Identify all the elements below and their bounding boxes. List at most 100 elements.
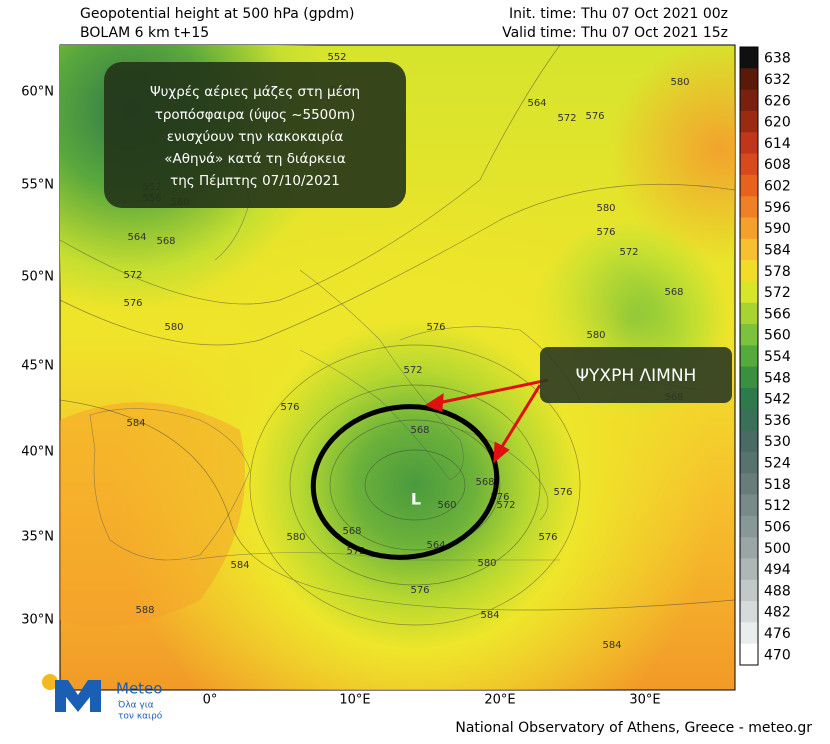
colorbar-swatch [740,217,758,240]
contour-label: 576 [538,532,557,543]
latitude-label: 50°N [21,270,54,285]
colorbar-swatch [740,302,758,325]
contour-label: 580 [286,532,305,543]
colorbar-swatch [740,537,758,559]
colorbar-label: 548 [764,370,791,386]
logo-mark [55,680,101,712]
longitude-label: 30°E [629,693,660,708]
colorbar-label: 572 [764,285,791,301]
colorbar-label: 584 [764,242,791,258]
colorbar-label: 518 [764,477,791,493]
contour-label: 564 [426,540,445,551]
footer: National Observatory of Athens, Greece -… [455,720,812,736]
annotation-box [104,62,406,208]
contour-label: 568 [475,477,494,488]
contour-label: 584 [230,560,249,571]
longitude-label: 10°E [339,693,370,708]
colorbar-label: 590 [764,221,791,237]
longitude-label: 20°E [484,693,515,708]
colorbar-swatch [740,473,758,496]
contour-label: 584 [126,418,145,429]
colorbar-swatch [740,345,758,368]
contour-label: 580 [164,322,183,333]
logo-tagline: Όλα για [117,700,154,711]
contour-label: 580 [670,77,689,88]
contour-label: 568 [410,425,429,436]
contour-label: 552 [327,52,346,63]
colorbar-swatch [740,260,758,282]
colorbar-label: 638 [764,51,791,67]
contour-label: 576 [426,322,445,333]
colorbar-swatch [740,110,758,133]
colorbar-swatch [740,579,758,602]
colorbar-label: 524 [764,456,791,472]
colorbar-swatch [740,238,758,261]
contour-labels: 552 560 564 572 576 580 552 556 560 564 … [123,52,689,651]
contours [59,44,736,626]
contour-label: 580 [477,558,496,569]
colorbar-label: 602 [764,179,791,195]
colorbar-label: 560 [764,328,791,344]
colorbar-swatch [740,409,758,432]
colorbar-swatch [740,324,758,346]
contour-label: 572 [557,113,576,124]
colorbar-swatch [740,515,758,538]
colorbar-swatch [740,174,758,197]
contour-label: 584 [602,640,621,651]
latitude-label: 45°N [21,359,54,374]
colorbar-label: 494 [764,562,791,578]
colorbar-label: 482 [764,605,791,621]
colorbar-swatch [740,196,758,218]
contour-label: 572 [346,546,365,557]
colorbar-swatch [740,451,758,474]
latitude-labels: 60°N 55°N 50°N 45°N 40°N 35°N 30°N [21,85,54,628]
logo-name: Meteo [116,680,162,698]
annotation-line: τροπόσφαιρα (ύψος ~5500m) [155,107,356,123]
contour-label: 580 [596,203,615,214]
colorbar-swatch [740,601,758,623]
annotation-line: ενισχύουν την κακοκαιρία [167,129,344,145]
contour-label: 572 [403,365,422,376]
contour-label: 576 [123,298,142,309]
contour-label: 576 [490,492,509,503]
colorbar-label: 632 [764,72,791,88]
latitude-label: 40°N [21,445,54,460]
colorbar-label: 596 [764,200,791,216]
colorbar-label: 620 [764,115,791,131]
annotation-line: Ψυχρές αέριες μάζες στη μέση [150,84,360,100]
contour-label: 580 [586,330,605,341]
contour-label: 568 [664,287,683,298]
callout-text: ΨΥΧΡΗ ΛΙΜΝΗ [576,366,697,386]
colorbar-label: 608 [764,157,791,173]
latitude-label: 60°N [21,85,54,100]
colorbar-swatch [740,558,758,581]
colorbar-swatch [740,132,758,155]
colorbar-label: 554 [764,349,791,365]
contour-label: 584 [480,610,499,621]
chart-title: Geopotential height at 500 hPa (gpdm) [80,6,354,22]
init-time: Init. time: Thu 07 Oct 2021 00z [509,6,728,22]
latitude-label: 55°N [21,178,54,193]
callout-arrows [424,378,549,464]
colorbar-swatch [740,622,758,645]
latitude-label: 35°N [21,530,54,545]
map-area: 552 560 564 572 576 580 552 556 560 564 … [59,44,736,691]
contour-label: 572 [123,270,142,281]
colorbar-swatch [740,430,758,453]
colorbar-label: 506 [764,519,791,535]
colorbar-label: 542 [764,392,791,408]
contour-label: 568 [342,526,361,537]
latitude-label: 30°N [21,613,54,628]
colorbar-label: 614 [764,136,791,152]
cold-low-outline [310,404,500,560]
colorbar-swatch [740,47,758,69]
model-label: BOLAM 6 km t+15 [80,25,209,41]
low-marker: L [411,490,421,509]
colorbar-swatch [740,153,758,176]
colorbar-swatch [740,387,758,410]
colorbar-swatch [740,281,758,304]
colorbar-swatch [740,494,758,517]
contour-label: 576 [553,487,572,498]
